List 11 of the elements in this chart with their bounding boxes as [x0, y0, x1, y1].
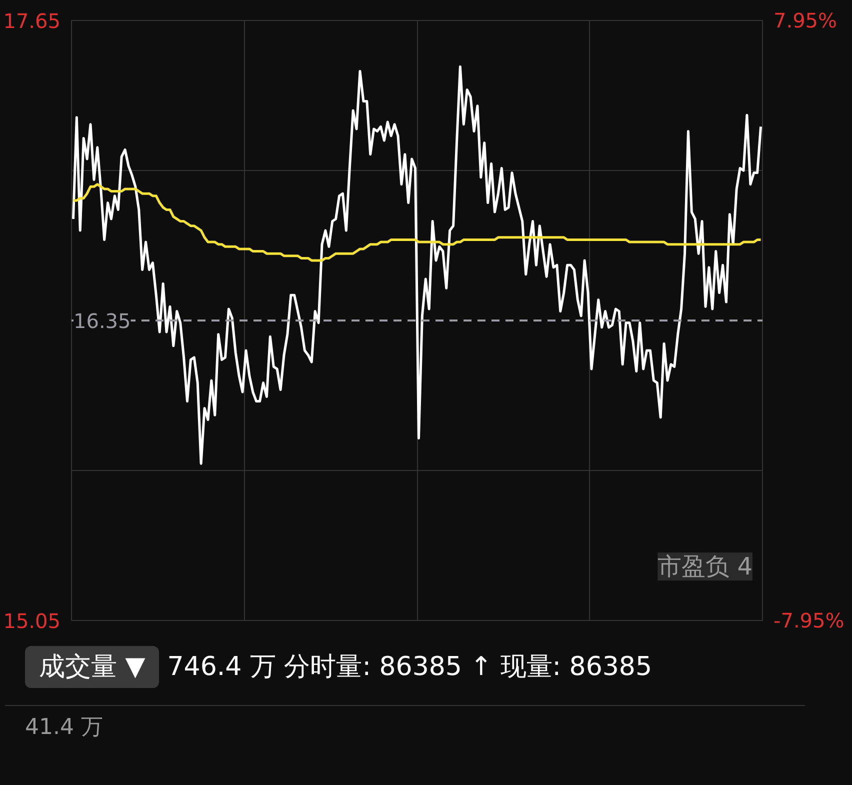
text: 41.4 万: [25, 714, 103, 742]
y-tick-label: 17.65: [3, 9, 61, 33]
y-tick-label: 15.05: [3, 609, 61, 633]
text: 746.4 万 分时量: 86385 ↑ 现量: 86385: [167, 652, 652, 682]
annotation: 市盈负 4: [658, 552, 753, 580]
ref-line-label: 16.35: [74, 309, 131, 333]
line-series: [72, 65, 762, 465]
text: 成交量 ▼: [25, 646, 160, 688]
y2-tick-label: 7.95%: [774, 8, 838, 32]
line-series: [72, 183, 762, 262]
y2-tick-label: -7.95%: [774, 608, 844, 632]
